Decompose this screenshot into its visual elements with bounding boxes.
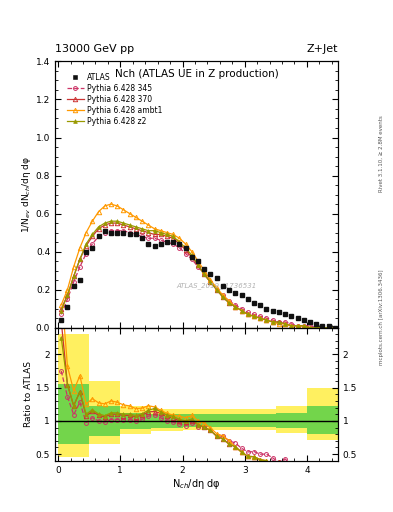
Y-axis label: Ratio to ATLAS: Ratio to ATLAS <box>24 361 33 427</box>
Text: 13000 GeV pp: 13000 GeV pp <box>55 44 134 54</box>
Y-axis label: 1/N$_{ev}$ dN$_{ch}$/dη dφ: 1/N$_{ev}$ dN$_{ch}$/dη dφ <box>20 156 33 233</box>
Text: Nch (ATLAS UE in Z production): Nch (ATLAS UE in Z production) <box>115 70 278 79</box>
Text: Z+Jet: Z+Jet <box>307 44 338 54</box>
Text: Rivet 3.1.10, ≥ 2.8M events: Rivet 3.1.10, ≥ 2.8M events <box>379 115 384 192</box>
Legend: ATLAS, Pythia 6.428 345, Pythia 6.428 370, Pythia 6.428 ambt1, Pythia 6.428 z2: ATLAS, Pythia 6.428 345, Pythia 6.428 37… <box>64 71 164 128</box>
Text: ATLAS_2019_I1736531: ATLAS_2019_I1736531 <box>177 283 257 289</box>
X-axis label: N$_{ch}$/dη dφ: N$_{ch}$/dη dφ <box>172 477 221 492</box>
Text: mcplots.cern.ch [arXiv:1306.3436]: mcplots.cern.ch [arXiv:1306.3436] <box>379 270 384 365</box>
